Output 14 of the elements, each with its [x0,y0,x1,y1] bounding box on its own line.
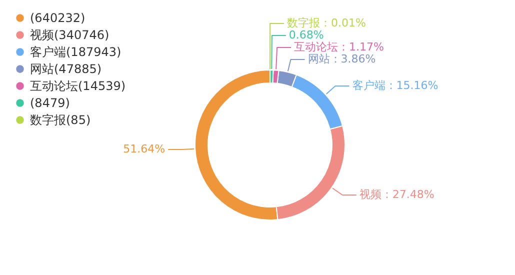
legend-label: 网站(47885) [30,62,102,76]
data-label: 数字报：0.01% [287,16,366,30]
legend-label: 数字报(85) [30,113,91,127]
data-label: 视频：27.48% [359,188,434,202]
data-label: 客户端：15.16% [352,78,438,92]
data-label: 网站：3.86% [308,52,376,66]
legend-label: (640232) [30,11,86,25]
legend-label: (8479) [30,96,70,110]
legend-label: 互动论坛(14539) [30,79,126,93]
data-label: 51.64% [123,142,166,156]
data-label: 0.68% [288,28,324,42]
legend-label: 客户端(187943) [30,45,122,59]
legend-label: 视频(340746) [30,28,110,42]
data-label: 互动论坛：1.17% [294,40,384,54]
